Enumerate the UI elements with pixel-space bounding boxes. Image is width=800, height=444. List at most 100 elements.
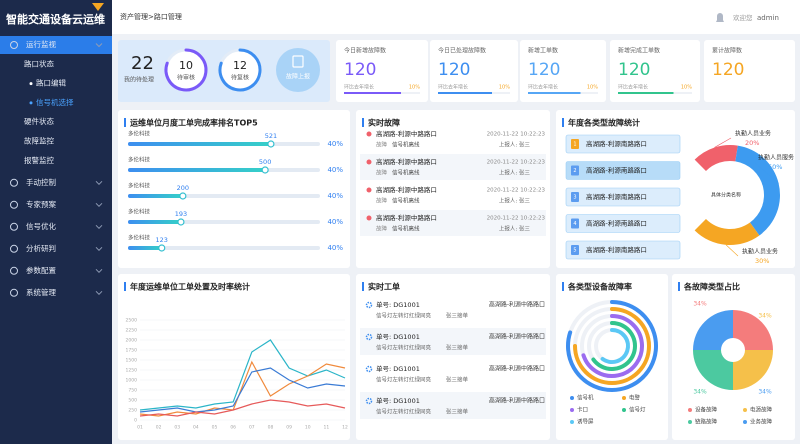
bar-knob — [179, 192, 187, 200]
stat-value: 120 — [712, 60, 744, 80]
rank-place: 高湖路-利源南路路口 — [586, 245, 647, 254]
panel-accent — [678, 282, 680, 291]
chevron — [95, 246, 103, 252]
legend-label: 卡口 — [577, 406, 588, 414]
x-tick-label: 03 — [174, 425, 180, 431]
medal-number: 1 — [573, 142, 576, 148]
panel-title: 年度各类型故障统计 — [568, 118, 640, 128]
fault-place[interactable]: 高湖路-利源中路路口 — [376, 185, 437, 194]
rose-segment — [693, 350, 733, 390]
legend-label: 设备故障 — [695, 406, 718, 414]
menu-item[interactable]: 运行监视 — [26, 39, 56, 49]
order-number[interactable]: 单号: DG1001 — [376, 300, 420, 309]
menu-item[interactable]: 故障监控 — [24, 136, 54, 146]
rank-box[interactable] — [565, 214, 681, 233]
rank-box[interactable] — [565, 134, 681, 154]
line-series — [139, 339, 346, 411]
menu-dot — [29, 82, 33, 86]
order-number[interactable]: 单号: DG1001 — [376, 364, 420, 373]
menu-item[interactable]: 硬件状态 — [24, 116, 54, 126]
donut-center: 具体分类名称 — [711, 192, 741, 199]
y-tick-label: 250 — [128, 408, 137, 414]
stat-card — [704, 40, 795, 102]
panel-accent — [362, 118, 364, 127]
stat-bar — [528, 92, 581, 94]
menu-item[interactable]: 手动控制 — [26, 177, 56, 187]
rank-box[interactable] — [565, 161, 681, 180]
x-tick-label: 11 — [323, 425, 329, 431]
line-series — [139, 399, 346, 417]
pin-icon — [366, 215, 372, 221]
order-taker: 张三接单 — [446, 408, 469, 416]
panel-accent — [362, 282, 364, 291]
stat-title: 今日已处理故障数 — [438, 47, 486, 55]
y-tick-label: 1250 — [126, 368, 138, 374]
fault-reporter: 上报人: 张三 — [499, 197, 531, 205]
chevron — [95, 290, 103, 296]
medal — [571, 218, 579, 229]
panel-title: 实时工单 — [368, 282, 400, 292]
order-number[interactable]: 单号: DG1001 — [376, 332, 420, 341]
medal — [571, 245, 579, 255]
x-tick-label: 06 — [230, 425, 236, 431]
legend-dot — [570, 408, 574, 412]
report-label[interactable]: 故障上报 — [286, 73, 310, 81]
fault-place[interactable]: 高湖路-利源中路路口 — [376, 157, 437, 166]
menu-item[interactable]: 系统管理 — [26, 287, 56, 297]
panel — [118, 274, 350, 440]
order-taker: 张三接单 — [446, 312, 469, 320]
report-button[interactable] — [276, 48, 320, 92]
rose-segment — [733, 350, 773, 390]
donut-value: 30% — [755, 257, 769, 265]
stat-value: 120 — [528, 60, 560, 80]
menu-item[interactable]: 信号机选择 — [36, 97, 74, 107]
rank-place: 高湖路-利源南路路口 — [586, 192, 647, 201]
fault-place[interactable]: 高湖路-利源中路路口 — [376, 129, 437, 138]
panel-accent — [124, 118, 126, 127]
menu-item[interactable]: 专家预案 — [26, 199, 56, 209]
radial-bar — [581, 314, 644, 378]
leader-line — [714, 137, 732, 148]
stat-change: 10% — [587, 85, 598, 91]
stat-value: 120 — [438, 60, 470, 80]
legend-label: 业务故障 — [750, 418, 773, 426]
rank-box[interactable] — [565, 187, 681, 207]
x-tick-label: 12 — [342, 425, 348, 431]
logo — [92, 3, 104, 11]
fault-time: 2020-11-22 10:22:23 — [487, 216, 546, 222]
menu-item[interactable]: 路口编辑 — [36, 78, 66, 88]
rose-segment — [693, 310, 733, 350]
rank-box[interactable] — [565, 240, 681, 260]
menu-item[interactable]: 信号优化 — [26, 221, 56, 231]
fault-time: 2020-11-22 10:22:23 — [487, 188, 546, 194]
menu-item[interactable]: 报警监控 — [24, 155, 54, 165]
menu-item[interactable]: 路口状态 — [24, 58, 54, 68]
bell-icon[interactable] — [716, 13, 724, 22]
y-tick-label: 0 — [134, 418, 137, 424]
breadcrumb: 资产管理>路口管理 — [120, 12, 182, 21]
chevron — [95, 268, 103, 274]
stat-card — [520, 40, 606, 102]
stat-change: 10% — [409, 85, 420, 91]
x-tick-label: 07 — [249, 425, 255, 431]
user-name[interactable]: admin — [757, 14, 779, 22]
menu-item[interactable]: 分析研判 — [26, 243, 56, 253]
order-desc: 信号灯左转灯红绿同亮 — [376, 344, 432, 352]
stat-card — [336, 40, 428, 102]
radial-bar — [600, 328, 630, 364]
bar-rate: 40% — [327, 192, 343, 200]
legend-dot — [743, 420, 747, 424]
donut-label: 执勤人员业务 — [742, 248, 778, 256]
medal-number: 4 — [573, 221, 576, 227]
order-number[interactable]: 单号: DG1001 — [376, 396, 420, 405]
menu-item[interactable]: 参数配置 — [26, 265, 56, 275]
order-desc: 信号灯左转灯红绿同亮 — [376, 312, 432, 320]
stat-title: 新增完成工单数 — [618, 47, 660, 55]
bar-value: 193 — [175, 210, 187, 218]
y-tick-label: 500 — [128, 398, 137, 404]
fault-place[interactable]: 高湖路-利源中路路口 — [376, 213, 437, 222]
ring-arc — [164, 48, 208, 92]
panel — [556, 274, 668, 440]
legend-dot — [688, 408, 692, 412]
